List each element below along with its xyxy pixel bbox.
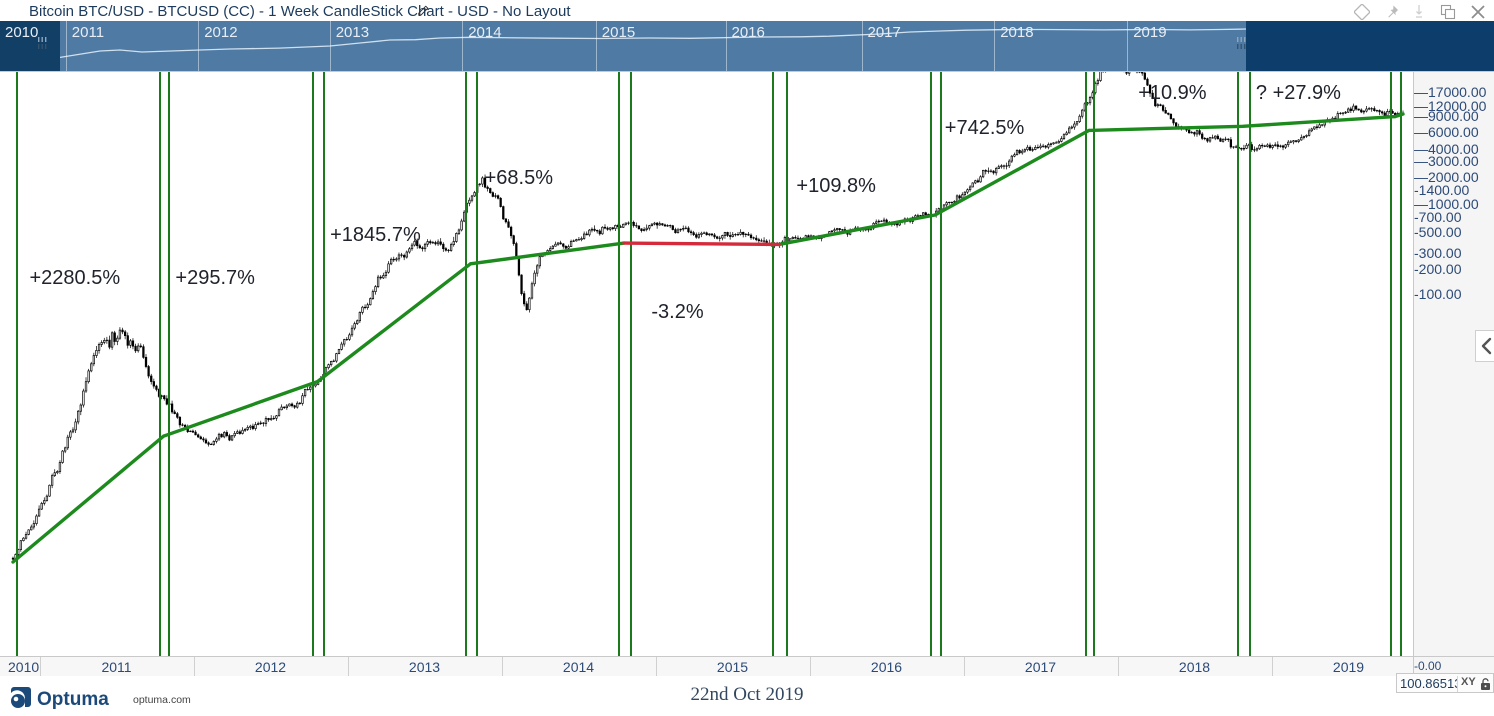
svg-text:optuma.com: optuma.com (133, 694, 191, 706)
svg-text:Optuma: Optuma (37, 689, 109, 710)
